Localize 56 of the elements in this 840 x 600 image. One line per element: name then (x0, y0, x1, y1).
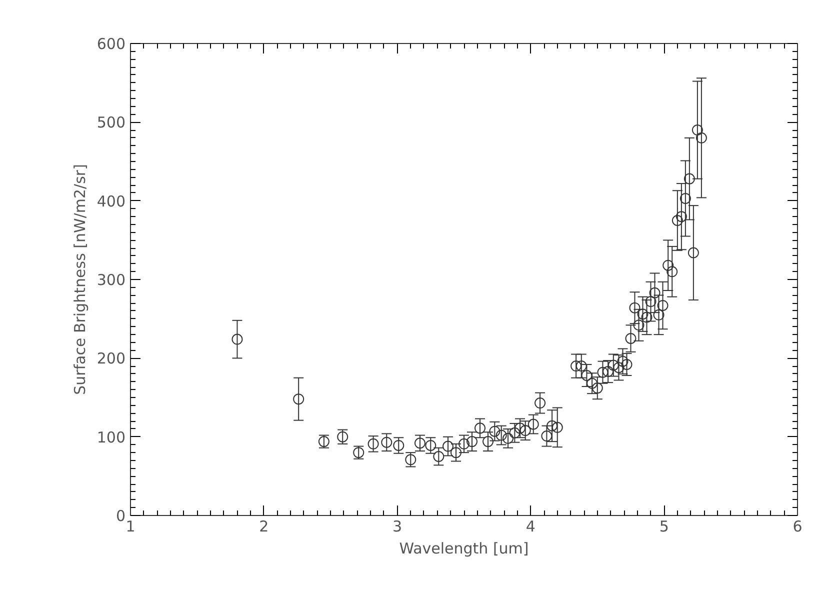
point (458, 438, 470, 450)
point (608, 360, 619, 371)
y-tick-label: 300 (96, 271, 126, 289)
y-tick-label: 200 (96, 350, 126, 368)
point (696, 132, 707, 144)
point (592, 382, 603, 394)
point (617, 356, 628, 367)
point (393, 440, 404, 451)
point (293, 394, 304, 405)
x-axis-title: Wavelength [um] (399, 540, 529, 558)
point (597, 366, 608, 378)
point (688, 247, 699, 258)
point (621, 358, 632, 370)
point (414, 438, 426, 449)
x-tick-label: 5 (659, 518, 669, 536)
x-tick-label: 3 (392, 518, 402, 536)
point (466, 436, 478, 448)
point (552, 422, 563, 433)
point (541, 430, 552, 442)
point (613, 362, 624, 374)
x-tick-label: 6 (792, 518, 802, 536)
y-tick-label: 400 (96, 192, 126, 210)
y-axis-title: Surface Brightness [nW/m2/sr] (70, 164, 89, 395)
point (368, 438, 379, 450)
point (657, 300, 668, 311)
point (489, 426, 500, 437)
point (442, 440, 454, 452)
point (680, 192, 691, 204)
point (509, 427, 520, 438)
point (633, 320, 644, 331)
x-tick-label: 4 (526, 518, 536, 536)
point (534, 398, 546, 408)
point (662, 260, 674, 271)
y-tick-label: 500 (96, 114, 126, 132)
point (496, 430, 507, 441)
point (692, 124, 703, 136)
point (514, 422, 526, 434)
point (520, 425, 531, 436)
x-tick-label: 1 (126, 518, 136, 536)
point (602, 366, 614, 378)
point (653, 309, 664, 320)
y-tick-label: 0 (116, 507, 126, 525)
point (528, 418, 539, 430)
point (645, 296, 656, 308)
y-tick-label: 600 (96, 35, 126, 53)
point (641, 312, 652, 323)
point (625, 333, 636, 344)
point (676, 211, 687, 222)
y-tick-label: 100 (96, 428, 126, 446)
point (425, 440, 436, 451)
point (546, 420, 558, 432)
point (474, 422, 486, 434)
x-tick-label: 2 (259, 518, 269, 536)
point (381, 436, 392, 448)
point (232, 334, 243, 345)
point (666, 266, 678, 278)
